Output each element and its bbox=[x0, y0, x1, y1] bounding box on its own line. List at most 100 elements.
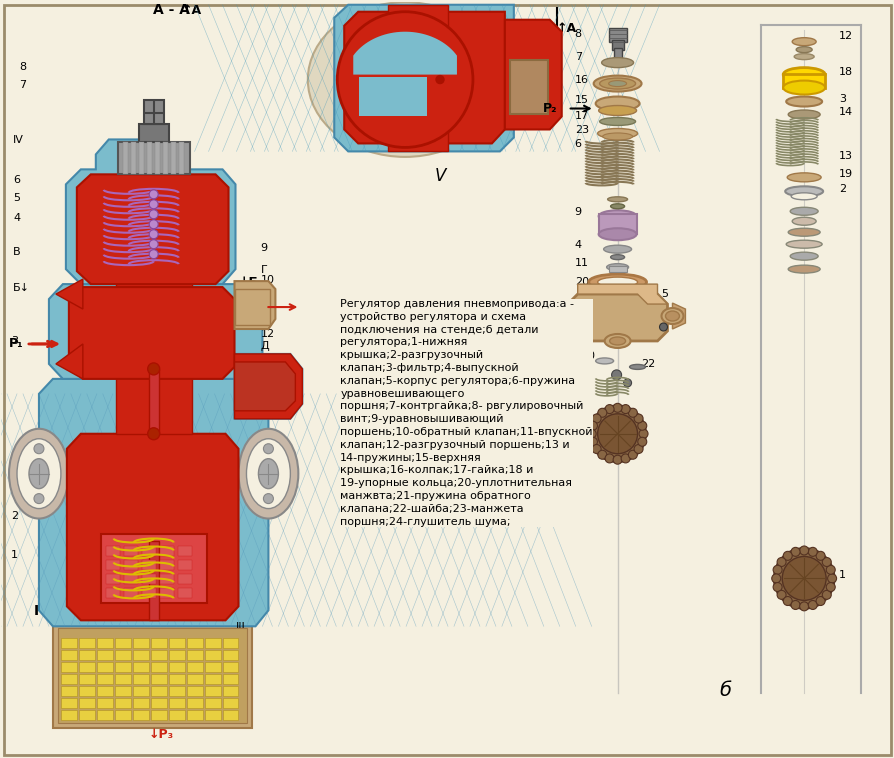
Text: 10: 10 bbox=[581, 351, 595, 361]
Bar bbox=[358, 77, 426, 117]
Text: 11: 11 bbox=[574, 258, 588, 268]
Text: 10: 10 bbox=[260, 275, 274, 285]
Circle shape bbox=[827, 574, 836, 583]
Bar bbox=[150, 710, 166, 720]
Circle shape bbox=[597, 450, 606, 459]
Text: 15: 15 bbox=[574, 95, 588, 105]
Ellipse shape bbox=[661, 308, 683, 324]
Bar bbox=[223, 698, 238, 708]
Bar bbox=[114, 638, 131, 648]
Polygon shape bbox=[69, 287, 234, 379]
Ellipse shape bbox=[308, 2, 502, 157]
Ellipse shape bbox=[551, 308, 573, 324]
Circle shape bbox=[597, 409, 606, 417]
Bar bbox=[144, 99, 164, 124]
Text: IV: IV bbox=[13, 136, 24, 146]
Text: 5: 5 bbox=[13, 193, 20, 203]
Bar bbox=[205, 698, 220, 708]
Bar bbox=[105, 588, 120, 598]
Circle shape bbox=[435, 76, 443, 83]
Ellipse shape bbox=[595, 358, 613, 364]
Text: Б - Б: Б - Б bbox=[396, 4, 433, 17]
Text: ↓P₃: ↓P₃ bbox=[148, 728, 173, 741]
Bar bbox=[61, 674, 77, 684]
Circle shape bbox=[637, 421, 646, 431]
Ellipse shape bbox=[610, 204, 624, 208]
Ellipse shape bbox=[238, 429, 298, 518]
Bar bbox=[150, 686, 166, 696]
Text: →P₂: →P₂ bbox=[238, 302, 259, 312]
Bar bbox=[101, 534, 207, 603]
Circle shape bbox=[773, 549, 833, 609]
Text: P₁: P₁ bbox=[9, 337, 23, 350]
Ellipse shape bbox=[603, 245, 631, 253]
Bar bbox=[79, 662, 95, 672]
Text: ↓Б: ↓Б bbox=[238, 276, 258, 289]
Circle shape bbox=[149, 230, 158, 239]
Bar bbox=[598, 215, 636, 234]
Circle shape bbox=[592, 414, 601, 423]
Bar bbox=[782, 74, 824, 88]
Bar bbox=[186, 698, 202, 708]
Ellipse shape bbox=[789, 207, 817, 215]
Text: б: б bbox=[719, 681, 730, 700]
Bar bbox=[97, 674, 113, 684]
Ellipse shape bbox=[609, 337, 625, 345]
Bar bbox=[186, 650, 202, 660]
Circle shape bbox=[623, 379, 631, 387]
Bar bbox=[608, 28, 626, 42]
Bar bbox=[150, 674, 166, 684]
Ellipse shape bbox=[789, 252, 817, 260]
Polygon shape bbox=[55, 279, 83, 309]
Text: 7: 7 bbox=[19, 80, 26, 89]
Ellipse shape bbox=[790, 193, 816, 200]
Text: ↑А: ↑А bbox=[556, 22, 577, 35]
Text: В: В bbox=[13, 247, 21, 257]
Bar bbox=[123, 575, 138, 584]
Circle shape bbox=[781, 556, 825, 600]
Polygon shape bbox=[333, 5, 513, 152]
Bar bbox=[205, 686, 220, 696]
Text: ↑А: ↑А bbox=[181, 4, 201, 17]
Circle shape bbox=[612, 456, 621, 464]
Circle shape bbox=[586, 429, 595, 438]
Bar bbox=[168, 710, 184, 720]
Bar bbox=[105, 575, 120, 584]
Ellipse shape bbox=[785, 240, 822, 248]
Polygon shape bbox=[234, 362, 295, 411]
Bar bbox=[79, 674, 95, 684]
Bar bbox=[115, 274, 191, 434]
Text: А - А: А - А bbox=[153, 3, 190, 17]
Text: 17: 17 bbox=[574, 111, 588, 121]
Bar bbox=[132, 662, 148, 672]
Bar bbox=[141, 588, 156, 598]
Bar bbox=[159, 560, 173, 571]
Text: 7: 7 bbox=[574, 52, 581, 61]
Bar bbox=[177, 575, 191, 584]
Bar bbox=[131, 143, 136, 174]
Circle shape bbox=[611, 370, 621, 380]
Bar bbox=[61, 662, 77, 672]
Ellipse shape bbox=[608, 80, 626, 86]
Polygon shape bbox=[577, 284, 667, 304]
Circle shape bbox=[782, 597, 791, 606]
Bar bbox=[79, 698, 95, 708]
Circle shape bbox=[633, 444, 643, 453]
Ellipse shape bbox=[610, 255, 624, 260]
Bar bbox=[123, 547, 138, 556]
Bar bbox=[132, 674, 148, 684]
Text: 16: 16 bbox=[574, 74, 588, 85]
Text: 24: 24 bbox=[574, 430, 588, 440]
Ellipse shape bbox=[601, 58, 633, 67]
Bar bbox=[132, 698, 148, 708]
Text: 11: 11 bbox=[260, 297, 274, 307]
Circle shape bbox=[822, 557, 831, 566]
Bar bbox=[114, 662, 131, 672]
Circle shape bbox=[822, 590, 831, 600]
Ellipse shape bbox=[598, 210, 636, 222]
Circle shape bbox=[771, 574, 780, 583]
Text: 8: 8 bbox=[19, 61, 26, 71]
Bar bbox=[132, 686, 148, 696]
Bar bbox=[61, 650, 77, 660]
Polygon shape bbox=[671, 303, 685, 329]
